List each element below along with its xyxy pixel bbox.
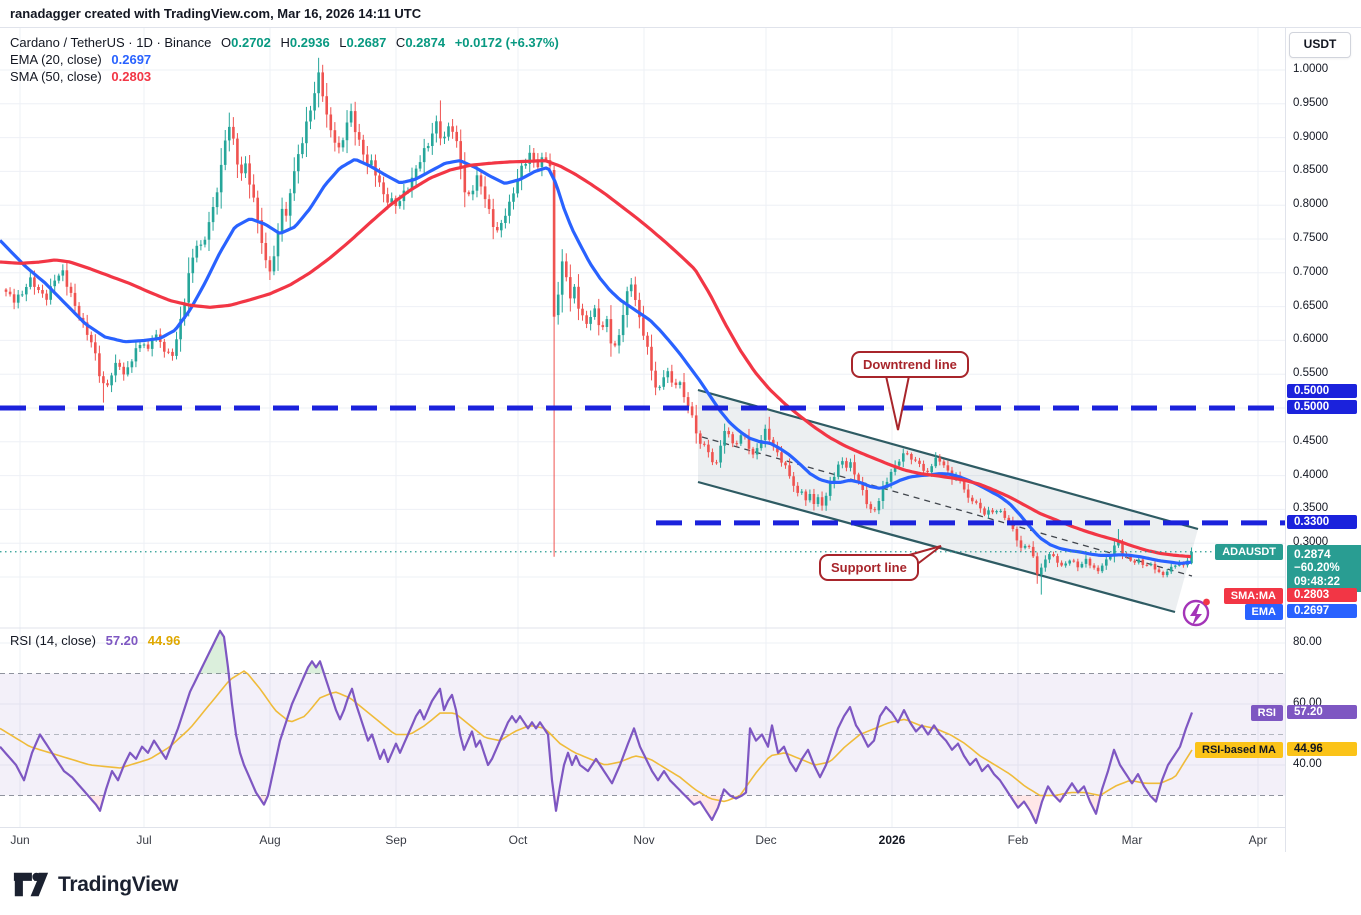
last-price-badge: 0.2874 −60.20% 09:48:22 [1287, 544, 1361, 592]
level-badge-0-5000-b: 0.5000 [1287, 400, 1357, 414]
time-axis-label: Apr [1248, 833, 1268, 847]
ohlc-close-value: 0.2874 [405, 35, 446, 50]
attribution-bar: ranadagger created with TradingView.com,… [0, 0, 1361, 28]
rsi-axis-tag: RSI [1250, 705, 1283, 721]
time-axis-label: Jun [10, 833, 30, 847]
time-axis-label: Feb [1007, 833, 1029, 847]
ohlc-open-label: O [221, 35, 232, 50]
price-tick-label: 0.4500 [1293, 434, 1329, 447]
time-axis-label: Dec [755, 833, 777, 847]
ema-legend-label[interactable]: EMA (20, close) [10, 52, 102, 67]
symbol-axis-tag: ADAUSDT [1215, 544, 1283, 560]
rsi-ma-legend-value: 44.96 [147, 633, 181, 648]
channel-midline [701, 436, 1193, 577]
level-badge-0-5000-a: 0.5000 [1287, 384, 1357, 398]
symbol-title[interactable]: Cardano / TetherUS · 1D · Binance [10, 35, 212, 50]
time-axis-label: Nov [633, 833, 655, 847]
rsi-legend[interactable]: RSI (14, close) 57.20 44.96 [10, 633, 180, 648]
chart-canvas[interactable] [0, 28, 1285, 828]
price-tick-label: 0.8500 [1293, 164, 1329, 177]
price-tick-label: 0.3500 [1293, 502, 1329, 515]
time-axis-label: Oct [508, 833, 528, 847]
time-axis-label: Aug [259, 833, 281, 847]
ohlc-open-value: 0.2702 [231, 35, 271, 50]
ema-legend-value: 0.2697 [111, 52, 152, 67]
price-tick-label: 1.0000 [1293, 63, 1329, 75]
price-tick-label: 0.7500 [1293, 232, 1329, 244]
rsi-legend-label[interactable]: RSI (14, close) [10, 633, 96, 648]
price-tick-label: 0.7000 [1293, 265, 1329, 278]
price-tick-label: 0.6500 [1293, 299, 1329, 312]
time-axis-label: Sep [385, 833, 407, 847]
price-tick-label: 0.9000 [1293, 130, 1329, 143]
sma-price-badge: 0.2803 [1287, 588, 1357, 602]
price-tick-label: 0.8000 [1293, 198, 1329, 211]
downtrend-line-callout[interactable]: Downtrend line [851, 351, 969, 378]
rsi-legend-value: 57.20 [105, 633, 139, 648]
ema20-line [0, 158, 1192, 565]
rsi-ma-axis-tag: RSI-based MA [1195, 742, 1283, 758]
price-tick-label: 0.6000 [1293, 333, 1329, 346]
price-tick-label: 0.4000 [1293, 468, 1329, 481]
sma-legend-value: 0.2803 [111, 69, 152, 84]
bar-countdown: 09:48:22 [1294, 575, 1341, 588]
candles [4, 57, 1193, 595]
rsi-ma-value-badge: 44.96 [1287, 742, 1357, 756]
rsi-line [0, 629, 1194, 825]
rsi-tick-label: 40.00 [1293, 758, 1322, 770]
change-value: +0.0172 (+6.37%) [454, 35, 559, 50]
ohlc-low-label: L [339, 35, 347, 50]
time-axis-label: 2026 [878, 833, 906, 847]
ema-axis-tag: EMA [1244, 604, 1283, 620]
attribution-text: ranadagger created with TradingView.com,… [10, 6, 422, 21]
tradingview-logo-icon [13, 872, 49, 897]
support-line-callout[interactable]: Support line [819, 554, 919, 581]
sma-legend-label[interactable]: SMA (50, close) [10, 69, 102, 84]
sma-axis-tag: SMA:MA [1223, 588, 1283, 604]
ohlc-high-label: H [280, 35, 290, 50]
ema-price-badge: 0.2697 [1287, 604, 1357, 618]
rsi-tick-label: 80.00 [1293, 636, 1322, 648]
downtrend-line [697, 388, 1199, 531]
last-price-value: 0.2874 [1294, 546, 1331, 561]
time-axis-label: Mar [1121, 833, 1143, 847]
sma50-line [0, 159, 1192, 559]
ohlc-low-value: 0.2687 [346, 35, 387, 50]
change-percent-value: −60.20% [1294, 561, 1340, 574]
ohlc-high-value: 0.2936 [289, 35, 330, 50]
rsi-value-badge: 57.20 [1287, 705, 1357, 719]
price-tick-label: 0.5500 [1293, 367, 1329, 380]
price-tick-label: 0.9500 [1293, 96, 1329, 109]
level-badge-0-3300: 0.3300 [1287, 515, 1357, 529]
descending-channel [698, 390, 1198, 612]
time-axis[interactable]: Jun Jul Aug Sep Oct Nov Dec 2026 Feb Mar Apr [0, 828, 1285, 852]
currency-unit-button[interactable]: USDT [1289, 32, 1351, 58]
tradingview-logo-text: TradingView [58, 872, 179, 896]
ohlc-close-label: C [395, 35, 406, 50]
rsi-ma-line [0, 670, 1193, 803]
time-axis-label: Jul [136, 833, 152, 847]
tradingview-logo[interactable]: TradingView [13, 871, 178, 898]
downtrend-callout-tail [884, 375, 911, 431]
symbol-legend[interactable]: Cardano / TetherUS · 1D · Binance O0.270… [10, 34, 559, 85]
